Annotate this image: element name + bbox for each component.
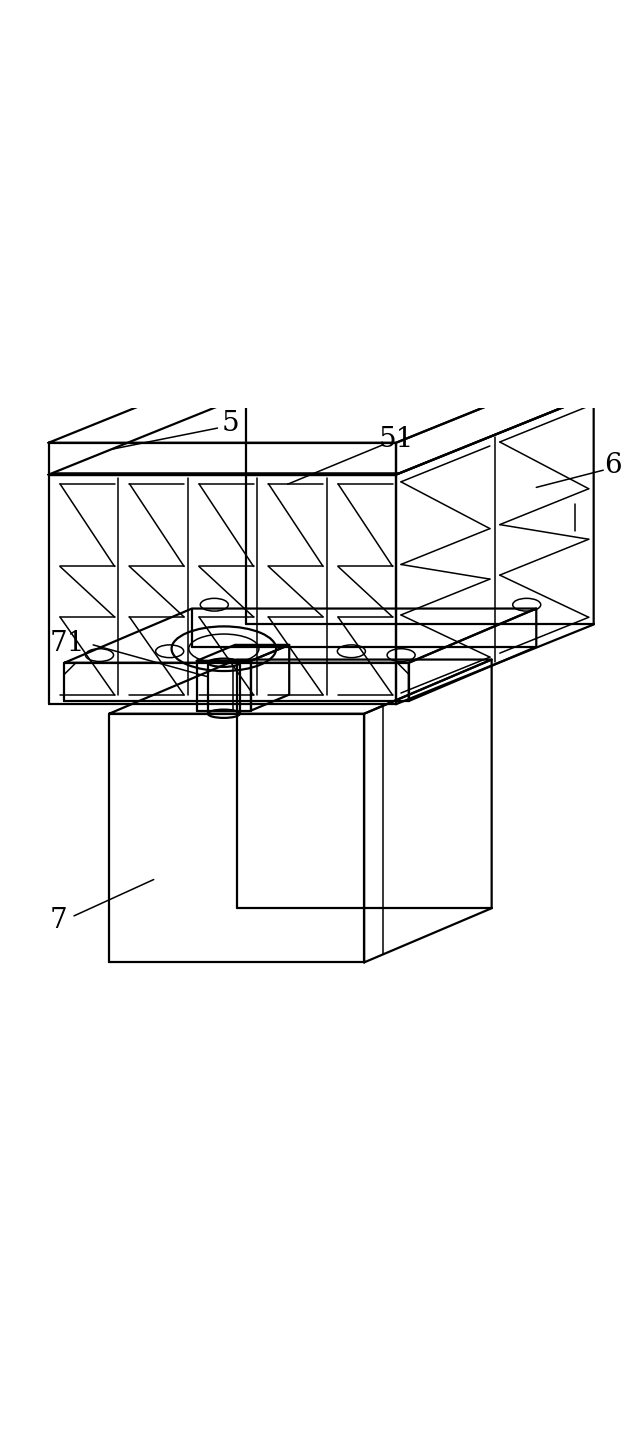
Text: 71: 71 bbox=[50, 631, 86, 657]
Text: 51: 51 bbox=[378, 426, 413, 453]
Text: 7: 7 bbox=[49, 908, 67, 934]
Text: 6: 6 bbox=[604, 452, 622, 478]
Text: 5: 5 bbox=[222, 410, 239, 437]
